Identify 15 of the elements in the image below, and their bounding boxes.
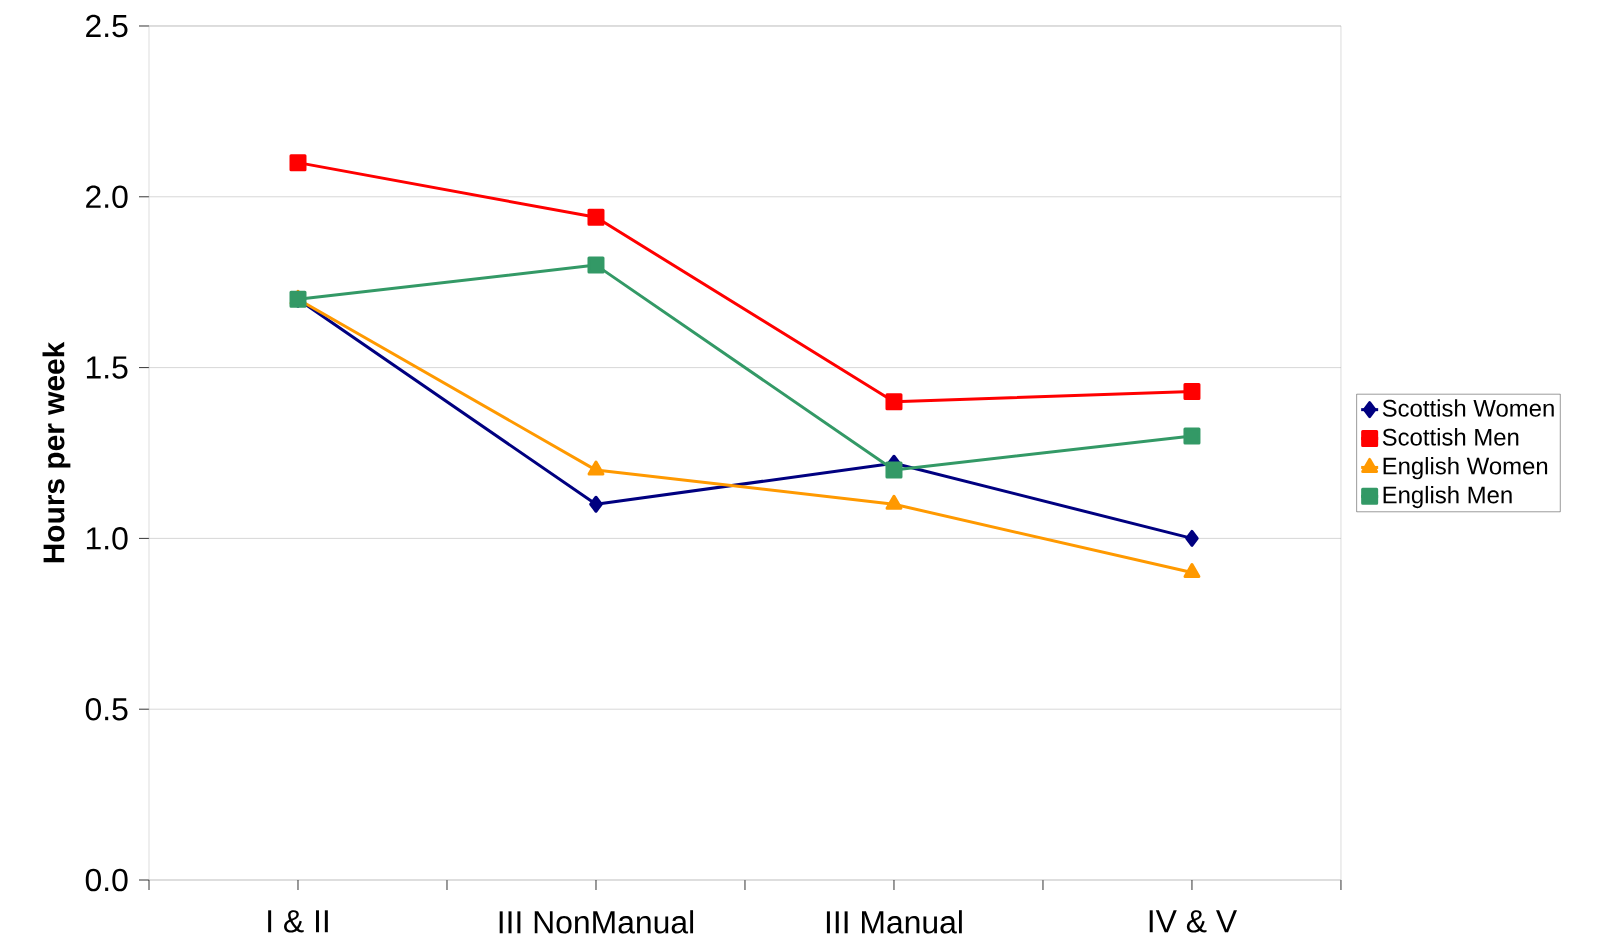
y-axis-title: Hours per week <box>42 341 71 563</box>
x-tick-label: III Manual <box>826 910 962 934</box>
y-tick-label: 2.5 <box>86 14 128 38</box>
y-tick-label: 0.5 <box>85 697 128 721</box>
y-tick-label: 0.0 <box>85 868 128 892</box>
y-tick-label: 2.0 <box>86 185 128 209</box>
legend-label: Scottish Women <box>1382 399 1554 417</box>
legend-label: English Men <box>1383 485 1512 509</box>
y-tick-label: 1.5 <box>86 356 128 379</box>
legend-label: English Women <box>1383 456 1548 480</box>
x-tick-label: I & II <box>268 910 328 933</box>
x-tick-label: IV & V <box>1149 910 1237 933</box>
y-tick-label: 1.0 <box>86 527 128 550</box>
legend-label: Scottish Men <box>1382 428 1519 446</box>
x-tick-label: III NonManual <box>499 910 694 934</box>
